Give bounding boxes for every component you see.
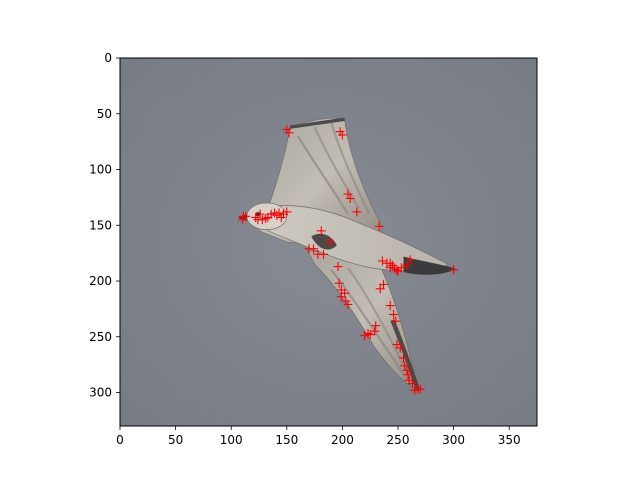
x-tick-label: 50 — [168, 433, 183, 447]
y-tick-label: 200 — [89, 274, 112, 288]
x-tick-label: 150 — [275, 433, 298, 447]
keypoint-marker — [391, 316, 401, 326]
keypoint-marker — [377, 256, 387, 266]
keypoint-marker — [402, 260, 412, 270]
keypoint-marker — [370, 326, 380, 336]
keypoint-marker — [261, 214, 271, 224]
keypoint-marker — [385, 263, 395, 273]
keypoint-marker — [385, 301, 395, 311]
keypoint-marker — [374, 221, 384, 231]
keypoint-marker — [403, 370, 413, 380]
x-tick-label: 200 — [331, 433, 354, 447]
y-tick-label: 100 — [89, 163, 112, 177]
keypoint-marker — [284, 128, 294, 138]
x-tick-label: 350 — [498, 433, 521, 447]
x-axis: 0 50 100 150 200 250 300 350 — [116, 426, 521, 447]
x-tick-label: 300 — [442, 433, 465, 447]
keypoint-marker — [333, 262, 343, 272]
y-tick-label: 0 — [104, 51, 112, 65]
keypoint-marker — [352, 207, 362, 217]
keypoint-marker — [402, 365, 412, 375]
keypoint-marker — [318, 249, 328, 259]
keypoint-marker — [407, 379, 417, 389]
axes-frame — [119, 57, 538, 427]
y-tick-label: 250 — [89, 330, 112, 344]
keypoint-marker — [405, 255, 415, 265]
photo — [120, 58, 537, 426]
keypoint-marker — [345, 194, 355, 204]
keypoint-marker — [343, 189, 353, 199]
keypoint-marker — [255, 209, 265, 219]
keypoint-marker — [449, 265, 459, 275]
keypoint-marker — [274, 208, 284, 218]
x-tick-label: 250 — [387, 433, 410, 447]
keypoint-marker — [379, 279, 389, 289]
keypoint-marker — [316, 226, 326, 236]
y-axis: 0 50 100 150 200 250 300 — [89, 51, 120, 400]
keypoint-marker — [395, 343, 405, 353]
keypoint-marker — [325, 237, 335, 247]
keypoint-marker — [337, 130, 347, 140]
keypoint-marker — [308, 244, 318, 254]
keypoint-marker — [272, 210, 282, 220]
keypoint-marker — [334, 278, 344, 288]
keypoint-markers — [237, 124, 459, 395]
keypoint-marker — [392, 265, 402, 275]
y-tick-label: 50 — [97, 107, 112, 121]
y-tick-label: 150 — [89, 218, 112, 232]
keypoint-marker — [389, 309, 399, 319]
x-tick-label: 100 — [220, 433, 243, 447]
keypoint-marker — [396, 263, 406, 273]
keypoint-marker — [282, 207, 292, 217]
keypoint-marker — [415, 384, 425, 394]
keypoint-marker — [399, 353, 409, 363]
x-tick-label: 0 — [116, 433, 124, 447]
keypoint-marker — [363, 328, 373, 338]
keypoint-marker — [343, 299, 353, 309]
keypoint-marker — [400, 361, 410, 371]
keypoint-marker — [241, 211, 251, 221]
y-tick-label: 300 — [89, 386, 112, 400]
keypoint-marker — [371, 321, 381, 331]
keypoint-marker — [340, 288, 350, 298]
